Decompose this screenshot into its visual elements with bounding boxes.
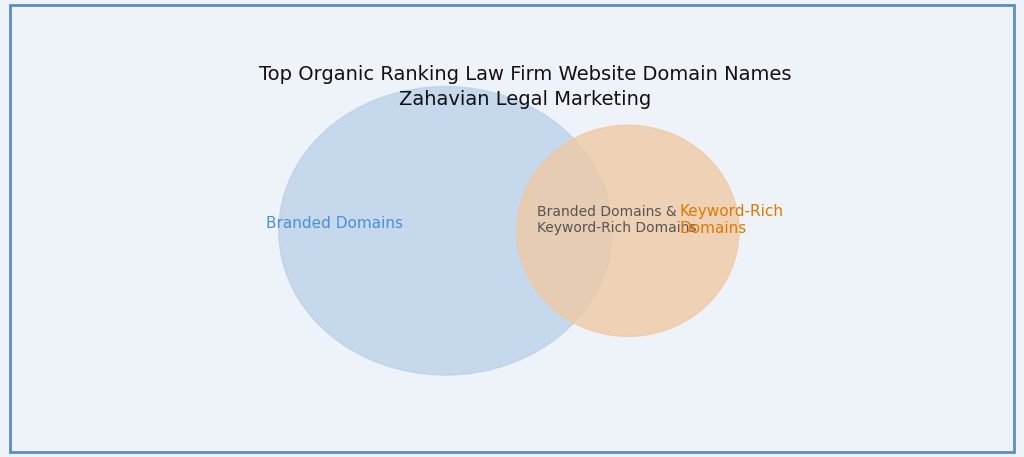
Text: Branded Domains: Branded Domains <box>266 216 402 231</box>
Ellipse shape <box>279 86 612 375</box>
Text: Keyword-Rich
Domains: Keyword-Rich Domains <box>680 204 783 236</box>
Text: Top Organic Ranking Law Firm Website Domain Names
Zahavian Legal Marketing: Top Organic Ranking Law Firm Website Dom… <box>258 65 792 109</box>
Text: Branded Domains &
Keyword-Rich Domains: Branded Domains & Keyword-Rich Domains <box>537 205 696 235</box>
Ellipse shape <box>517 125 739 336</box>
